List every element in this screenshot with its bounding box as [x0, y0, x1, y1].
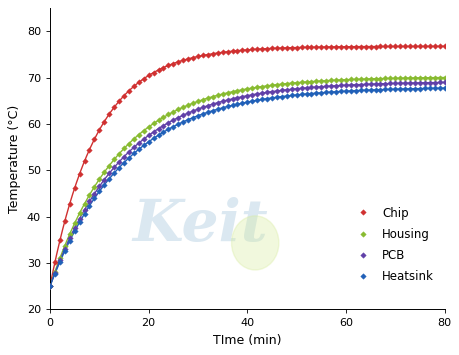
Chip [293, 45, 299, 50]
Heatsink [47, 284, 53, 288]
Housing [293, 81, 299, 85]
Housing [264, 84, 269, 88]
Chip [441, 44, 447, 48]
Line: PCB: PCB [48, 81, 446, 288]
Text: Keit: Keit [132, 197, 267, 253]
Heatsink [402, 87, 407, 91]
Heatsink [264, 97, 269, 101]
Ellipse shape [231, 216, 278, 270]
Housing [402, 76, 407, 80]
Line: Chip: Chip [48, 44, 446, 288]
Line: Housing: Housing [48, 76, 446, 288]
Heatsink [293, 93, 299, 97]
PCB [47, 284, 53, 288]
Heatsink [441, 86, 447, 90]
Chip [387, 44, 392, 49]
PCB [367, 82, 373, 86]
Chip [264, 47, 269, 51]
Housing [47, 284, 53, 288]
Housing [387, 76, 392, 81]
PCB [402, 81, 407, 85]
Chip [47, 284, 53, 288]
Y-axis label: Temperature (°C): Temperature (°C) [8, 105, 21, 213]
PCB [441, 80, 447, 84]
Chip [402, 44, 407, 49]
Chip [337, 45, 343, 49]
Housing [367, 77, 373, 81]
PCB [293, 87, 299, 91]
PCB [264, 90, 269, 94]
Legend: Chip, Housing, PCB, Heatsink: Chip, Housing, PCB, Heatsink [342, 202, 438, 288]
Heatsink [387, 87, 392, 92]
Housing [337, 78, 343, 82]
X-axis label: TIme (min): TIme (min) [213, 334, 281, 347]
Heatsink [367, 88, 373, 92]
PCB [337, 83, 343, 88]
Heatsink [337, 89, 343, 94]
PCB [387, 81, 392, 86]
Chip [367, 44, 373, 49]
Line: Heatsink: Heatsink [48, 86, 446, 288]
Housing [441, 75, 447, 80]
